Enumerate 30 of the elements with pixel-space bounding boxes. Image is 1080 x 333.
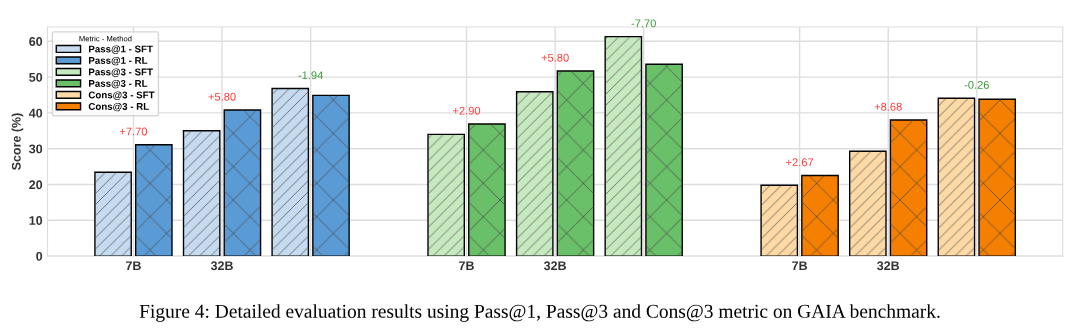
annotation: +8.68 [874, 102, 902, 111]
caption: Figure 4: Detailed evaluation results using Pass@1, Pass@3 and Cons@3 metric on GAIA benchmark. [139, 304, 940, 322]
legend-label: Pass@1 - SFT [89, 45, 153, 54]
y-axis-title: Score (%) [11, 113, 24, 170]
y-tick-label: 50 [29, 72, 43, 82]
annotation: +2.67 [786, 158, 814, 167]
x-tick-label: 32B [877, 261, 900, 271]
y-tick-label: 30 [29, 144, 43, 154]
annotation: +5.80 [208, 92, 236, 101]
annotation: -1.94 [298, 71, 323, 80]
legend-label: Pass@3 - RL [89, 79, 148, 89]
legend-label: Cons@3 - SFT [88, 91, 155, 100]
y-tick-label: 40 [28, 108, 43, 118]
x-tick-label: 7B [459, 261, 474, 270]
x-tick-label: 7B [792, 261, 808, 270]
annotation: -7.70 [631, 19, 656, 28]
legend-label: Pass@3 - SFT [89, 68, 153, 77]
annotation: +2.90 [453, 106, 481, 115]
annotation: +7.70 [119, 127, 148, 136]
annotation: -0.26 [964, 80, 989, 89]
legend-label: Pass@1 - RL [89, 56, 148, 66]
y-tick-label: 10 [29, 216, 43, 225]
y-tick-label: 0 [36, 251, 43, 261]
y-tick-label: 60 [29, 37, 43, 46]
legend-label: Cons@3 - RL [88, 102, 149, 112]
x-tick-label: 32B [210, 261, 233, 271]
annotation: +5.80 [541, 53, 569, 62]
y-tick-label: 20 [29, 180, 43, 190]
x-tick-label: 7B [126, 261, 141, 270]
x-tick-label: 32B [543, 261, 567, 271]
